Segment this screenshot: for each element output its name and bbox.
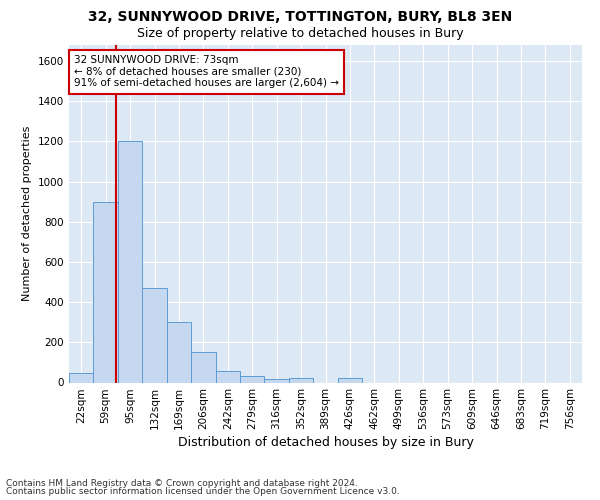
Bar xyxy=(69,374,94,382)
Text: Contains public sector information licensed under the Open Government Licence v3: Contains public sector information licen… xyxy=(6,487,400,496)
Text: 32 SUNNYWOOD DRIVE: 73sqm
← 8% of detached houses are smaller (230)
91% of semi-: 32 SUNNYWOOD DRIVE: 73sqm ← 8% of detach… xyxy=(74,55,339,88)
Bar xyxy=(142,288,167,382)
Bar xyxy=(265,380,289,382)
Bar xyxy=(338,378,362,382)
Bar xyxy=(191,352,215,382)
Bar xyxy=(215,372,240,382)
Bar xyxy=(289,378,313,382)
Bar xyxy=(118,142,142,382)
Bar xyxy=(240,376,265,382)
Text: Size of property relative to detached houses in Bury: Size of property relative to detached ho… xyxy=(137,28,463,40)
X-axis label: Distribution of detached houses by size in Bury: Distribution of detached houses by size … xyxy=(178,436,473,450)
Text: 32, SUNNYWOOD DRIVE, TOTTINGTON, BURY, BL8 3EN: 32, SUNNYWOOD DRIVE, TOTTINGTON, BURY, B… xyxy=(88,10,512,24)
Text: Contains HM Land Registry data © Crown copyright and database right 2024.: Contains HM Land Registry data © Crown c… xyxy=(6,478,358,488)
Y-axis label: Number of detached properties: Number of detached properties xyxy=(22,126,32,302)
Bar xyxy=(167,322,191,382)
Bar xyxy=(94,202,118,382)
